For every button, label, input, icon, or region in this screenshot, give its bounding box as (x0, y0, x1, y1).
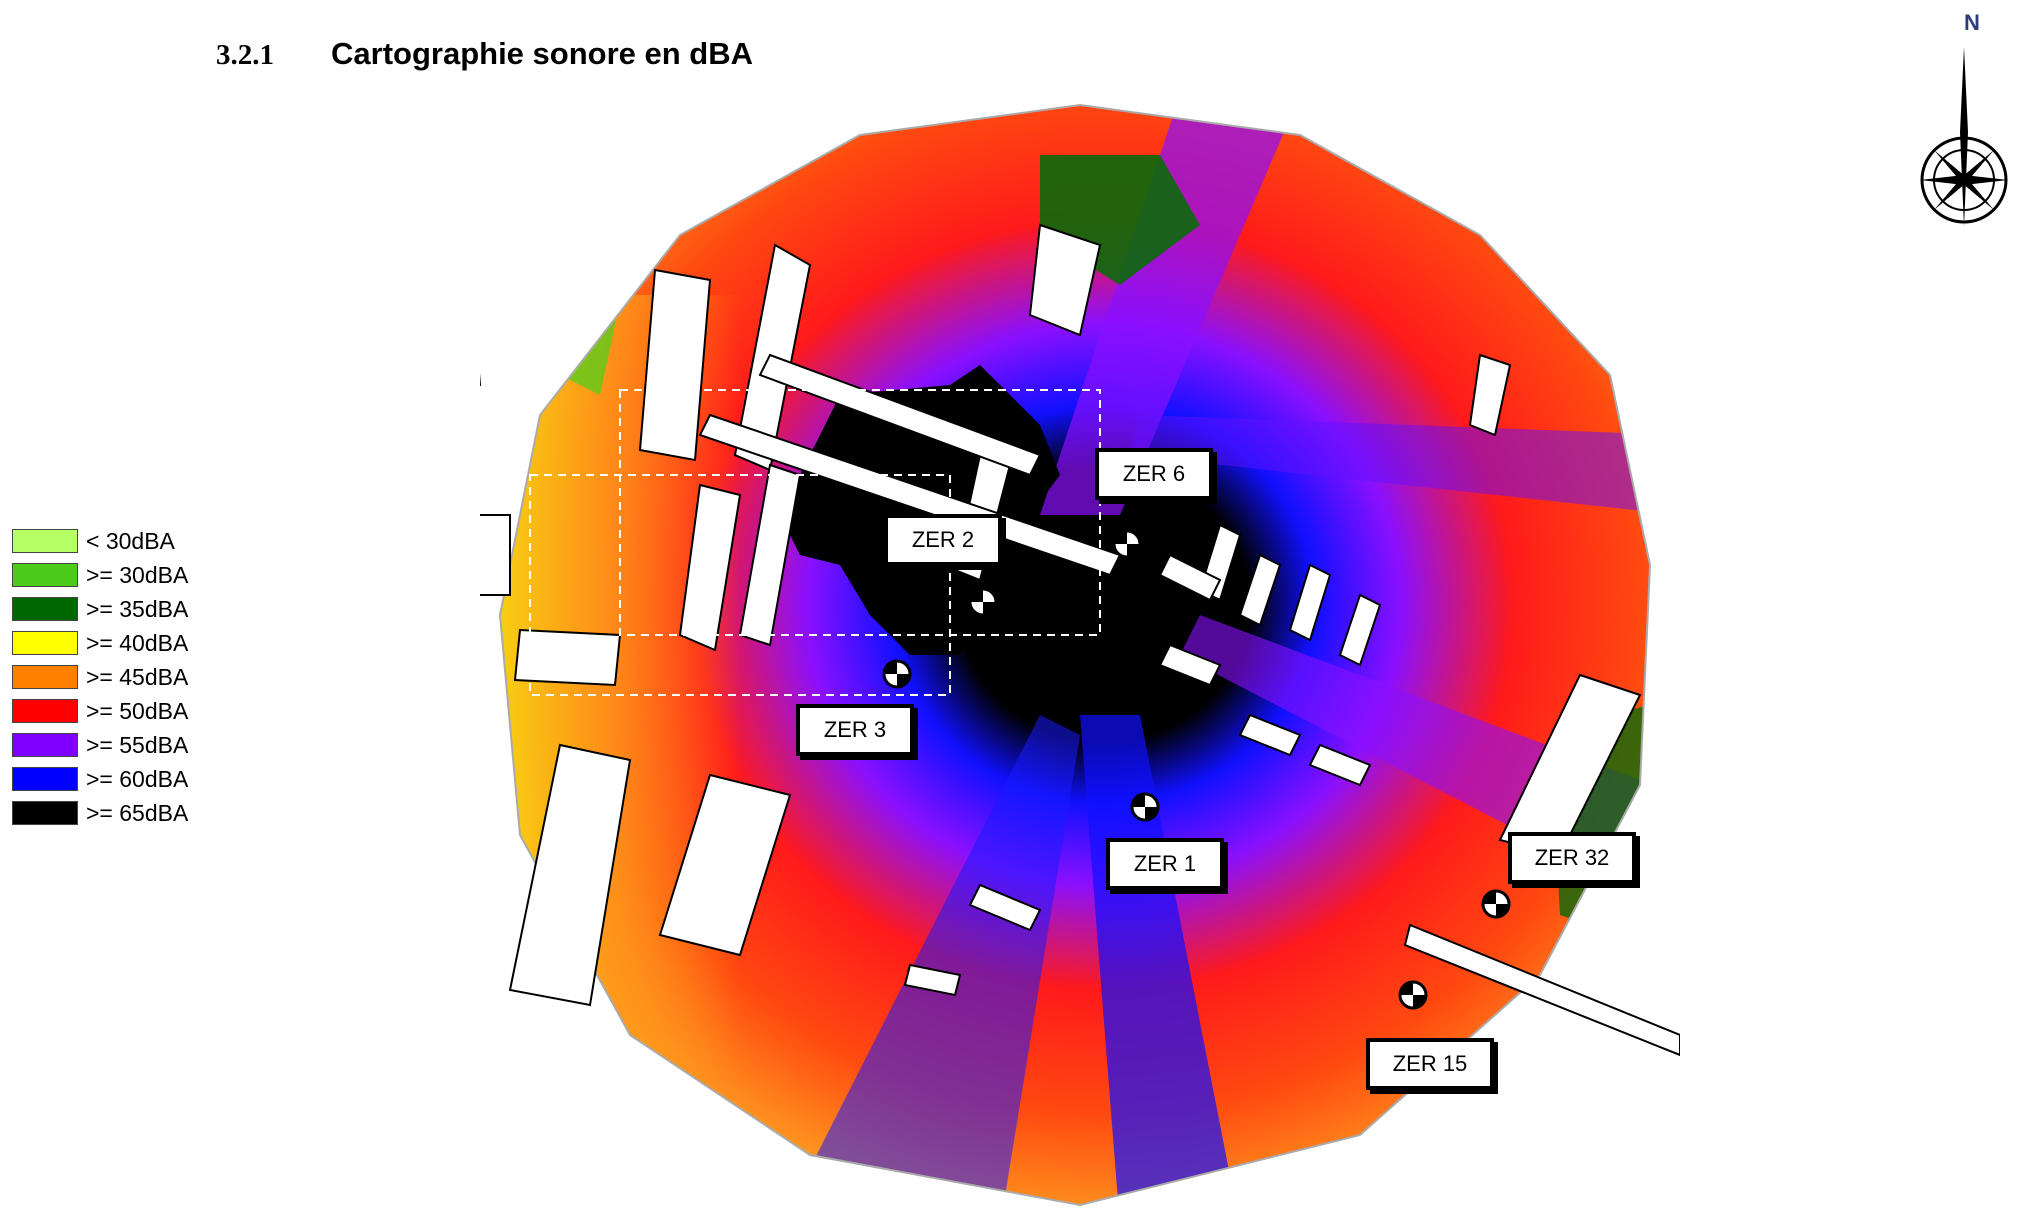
legend-label: >= 50dBA (86, 697, 189, 724)
legend-swatch (12, 699, 78, 723)
receiver-label-zer15: ZER 15 (1366, 1038, 1494, 1090)
legend: < 30dBA >= 30dBA >= 35dBA >= 40dBA >= 45… (12, 524, 188, 830)
legend-label: >= 65dBA (86, 799, 189, 826)
legend-swatch (12, 529, 78, 553)
noise-map (480, 103, 1680, 1207)
section-heading: 3.2.1 Cartographie sonore en dBA (216, 36, 753, 72)
north-letter: N (1964, 10, 1980, 35)
north-arrow-icon (1920, 47, 2008, 227)
receiver-label-zer2: ZER 2 (884, 514, 1002, 566)
section-title: Cartographie sonore en dBA (331, 36, 753, 71)
legend-label: >= 35dBA (86, 595, 189, 622)
receiver-label-zer32: ZER 32 (1508, 832, 1636, 884)
legend-label: < 30dBA (86, 527, 175, 554)
legend-swatch (12, 767, 78, 791)
legend-label: >= 55dBA (86, 731, 189, 758)
section-number: 3.2.1 (216, 39, 274, 71)
legend-item: >= 45dBA (12, 660, 188, 694)
legend-swatch (12, 597, 78, 621)
legend-item: >= 50dBA (12, 694, 188, 728)
legend-item: >= 60dBA (12, 762, 188, 796)
legend-swatch (12, 631, 78, 655)
legend-swatch (12, 665, 78, 689)
legend-swatch (12, 563, 78, 587)
legend-item: >= 40dBA (12, 626, 188, 660)
legend-swatch (12, 733, 78, 757)
receiver-label-zer1: ZER 1 (1106, 838, 1224, 890)
legend-item: >= 30dBA (12, 558, 188, 592)
legend-item: >= 35dBA (12, 592, 188, 626)
receiver-label-zer3: ZER 3 (796, 704, 914, 756)
legend-swatch (12, 801, 78, 825)
legend-item: >= 65dBA (12, 796, 188, 830)
legend-label: >= 40dBA (86, 629, 189, 656)
legend-label: >= 30dBA (86, 561, 189, 588)
legend-item: < 30dBA (12, 524, 188, 558)
receiver-label-zer6: ZER 6 (1095, 448, 1213, 500)
legend-label: >= 45dBA (86, 663, 189, 690)
legend-label: >= 60dBA (86, 765, 189, 792)
legend-item: >= 55dBA (12, 728, 188, 762)
